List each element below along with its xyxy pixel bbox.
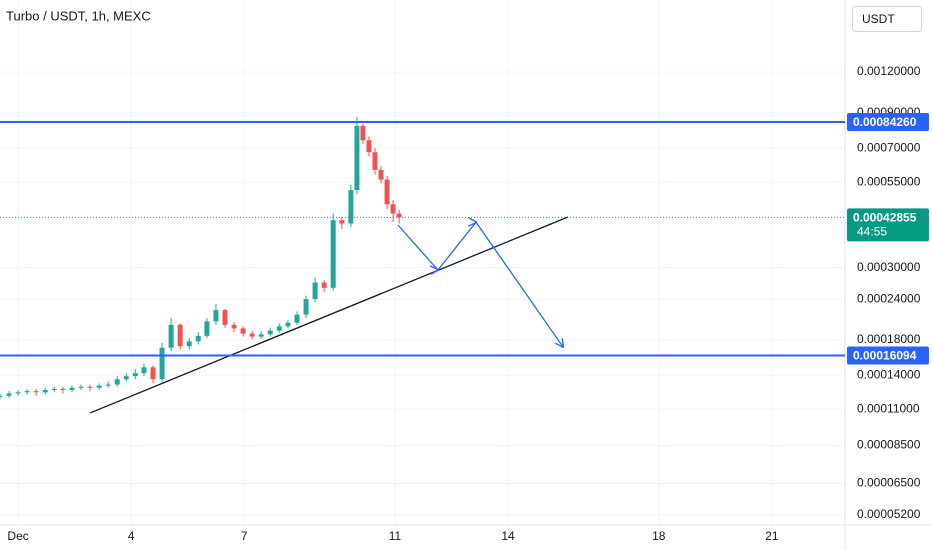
candle-body [390,204,396,214]
candle-body [24,391,30,393]
candle-body [0,395,3,397]
candle-body [285,322,291,327]
candle-body [222,310,228,325]
last-price-label: 0.00042855 [853,210,917,224]
candle-body [15,392,21,394]
x-tick-label: 14 [501,529,515,543]
price-label-box [847,112,929,131]
candle-body [384,179,390,205]
candle-body [267,330,273,335]
candle-body [33,391,39,393]
candle-body [96,385,102,388]
candle-body [360,125,366,141]
projection-arrow [397,222,563,347]
candle-body [60,388,66,391]
currency-button[interactable]: USDT [852,6,922,32]
candle-body [132,373,138,377]
trend-line [89,216,569,414]
x-tick-label: 11 [389,529,402,543]
candle-body [168,324,174,348]
candle-body [150,367,156,380]
y-tick-label: 0.00014000 [857,367,921,381]
price-label: 0.00084260 [853,115,917,129]
candle-body [141,367,147,374]
x-tick-label: 4 [128,529,135,543]
candle-body [204,321,210,336]
candle-body [123,376,129,380]
candle-body [294,314,300,323]
candle-body [378,169,384,180]
candle-body [6,393,12,396]
candle-body [372,152,378,170]
candle-body [303,299,309,315]
candle-body [42,390,48,393]
candle-body [177,324,183,347]
y-tick-label: 0.00006500 [857,476,921,490]
x-tick-label: 18 [652,529,666,543]
candle-body [114,379,120,385]
candle-body [312,282,318,300]
candle-body [330,220,336,288]
candle-body [396,213,402,218]
y-tick-label: 0.00024000 [857,291,921,305]
y-tick-label: 0.00008500 [857,438,921,452]
y-tick-label: 0.00120000 [857,64,921,78]
x-tick-label: 7 [241,529,248,543]
price-label-box [847,346,929,365]
candle-body [354,125,360,191]
candle-body [240,328,246,334]
candle-body [339,220,345,224]
countdown-label: 44:55 [857,224,887,238]
x-tick-label: 21 [765,529,779,543]
y-tick-label: 0.00011000 [857,401,920,415]
x-tick-label: Dec [7,529,28,543]
y-tick-label: 0.00070000 [857,140,921,154]
y-tick-label: 0.00055000 [857,174,921,188]
candle-body [186,341,192,347]
candle-body [213,310,219,322]
candle-body [51,388,57,391]
candle-body [231,324,237,329]
candle-body [258,334,264,337]
y-tick-label: 0.00005200 [857,507,921,521]
y-tick-label: 0.00030000 [857,260,921,274]
candle-body [105,384,111,386]
candle-body [69,387,75,391]
price-label: 0.00016094 [853,349,917,363]
candle-body [159,347,165,380]
candle-body [195,335,201,342]
candle-body [78,386,84,388]
chart-title: Turbo / USDT, 1h, MEXC [6,8,151,23]
candle-body [276,326,282,331]
candle-body [321,282,327,288]
candle-body [249,333,255,337]
candle-body [348,190,354,224]
candle-body [87,386,93,388]
y-tick-label: 0.00018000 [857,332,921,346]
last-price-box [847,208,929,242]
candle-body [366,140,372,153]
